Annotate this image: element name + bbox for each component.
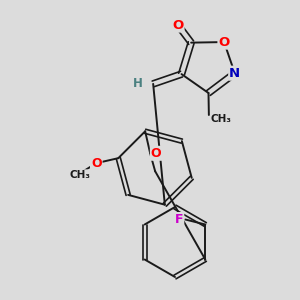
Text: O: O [91,157,102,170]
Text: CH₃: CH₃ [70,170,91,180]
Text: O: O [218,36,230,49]
Text: O: O [151,147,161,160]
Text: CH₃: CH₃ [211,114,232,124]
Text: H: H [133,77,143,90]
Text: O: O [172,19,184,32]
Text: N: N [229,67,240,80]
Text: F: F [175,213,183,226]
